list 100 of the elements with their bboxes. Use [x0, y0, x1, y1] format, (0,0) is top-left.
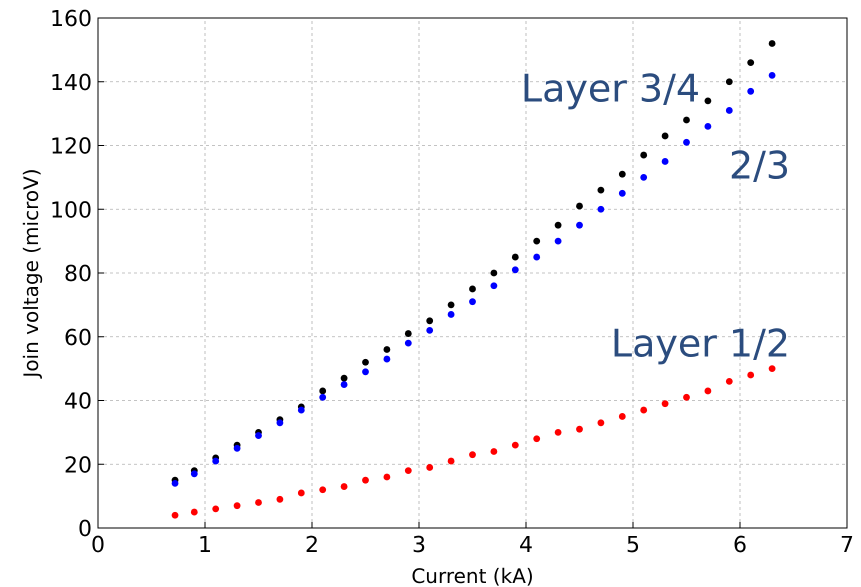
point: [362, 476, 369, 484]
point: [726, 107, 733, 114]
point: [512, 442, 519, 449]
y-tick-label: 160: [50, 7, 92, 32]
point: [747, 372, 754, 378]
point: [404, 467, 412, 474]
point: [319, 388, 326, 394]
point: [747, 88, 754, 95]
point: [533, 435, 540, 442]
point: [362, 368, 369, 376]
x-tick-label: 2: [305, 533, 319, 558]
point: [576, 202, 583, 210]
point: [319, 394, 326, 401]
point: [404, 330, 412, 337]
y-tick-label: 20: [64, 453, 92, 478]
point: [234, 502, 240, 510]
point: [384, 356, 390, 362]
point: [726, 378, 733, 385]
point: [490, 448, 498, 455]
point: [598, 186, 604, 194]
y-tick-label: 60: [64, 326, 92, 351]
point: [533, 254, 540, 260]
y-axis-title: Join voltage (microV): [19, 168, 43, 380]
point: [426, 464, 434, 471]
x-tick-label: 3: [412, 533, 426, 558]
point: [683, 138, 690, 146]
point: [554, 222, 562, 229]
point: [598, 206, 604, 213]
point: [319, 486, 326, 494]
x-tick-label: 6: [733, 533, 747, 558]
x-tick-label: 7: [840, 533, 854, 558]
point: [384, 346, 390, 353]
point: [512, 266, 519, 274]
point: [576, 222, 583, 229]
point: [340, 374, 348, 382]
point: [618, 170, 626, 178]
x-tick-label: 1: [198, 533, 212, 558]
point: [640, 406, 648, 414]
point: [662, 132, 668, 140]
point: [469, 298, 476, 306]
point: [704, 97, 712, 104]
y-tick-label: 120: [50, 134, 92, 160]
point: [704, 122, 712, 130]
point: [448, 311, 454, 318]
point: [576, 426, 583, 433]
point: [662, 400, 668, 408]
y-tick-label: 40: [64, 390, 92, 414]
point: [212, 505, 220, 512]
series-label: 2/3: [728, 143, 790, 188]
point: [404, 340, 412, 347]
point: [640, 174, 648, 181]
y-tick-label: 140: [50, 70, 92, 96]
point: [255, 499, 262, 506]
point: [768, 40, 776, 47]
point: [683, 394, 690, 401]
point: [618, 190, 626, 197]
point: [255, 432, 262, 439]
y-tick-label: 80: [64, 262, 92, 287]
point: [362, 358, 369, 366]
point: [172, 480, 178, 487]
point: [276, 419, 284, 426]
point: [340, 381, 348, 388]
point: [448, 301, 454, 308]
point: [640, 152, 648, 158]
point: [598, 419, 604, 426]
point: [384, 474, 390, 480]
point: [554, 238, 562, 245]
point: [276, 496, 284, 503]
point: [190, 508, 198, 516]
y-tick-label: 100: [50, 198, 92, 224]
series-label: Layer 1/2: [610, 322, 790, 366]
point: [512, 254, 519, 260]
point: [704, 388, 712, 394]
point: [490, 270, 498, 276]
point: [448, 458, 454, 464]
point: [340, 483, 348, 490]
x-tick-label: 5: [626, 533, 640, 558]
point: [172, 512, 178, 519]
point: [662, 158, 668, 165]
point: [469, 451, 476, 458]
point: [426, 317, 434, 324]
point: [683, 116, 690, 124]
x-axis-title: Current (kA): [411, 564, 534, 587]
point: [726, 78, 733, 86]
point: [298, 490, 305, 496]
x-tick-label: 4: [519, 533, 533, 558]
y-tick-label: 0: [78, 517, 92, 542]
point: [490, 282, 498, 290]
point: [554, 428, 562, 436]
point: [533, 238, 540, 245]
point: [747, 59, 754, 66]
point: [298, 406, 305, 414]
series-label: Layer 3/4: [520, 66, 700, 110]
point: [469, 286, 476, 292]
point: [768, 365, 776, 372]
point: [190, 470, 198, 478]
point: [234, 444, 240, 452]
point: [768, 72, 776, 79]
point: [426, 326, 434, 334]
point: [212, 458, 220, 464]
